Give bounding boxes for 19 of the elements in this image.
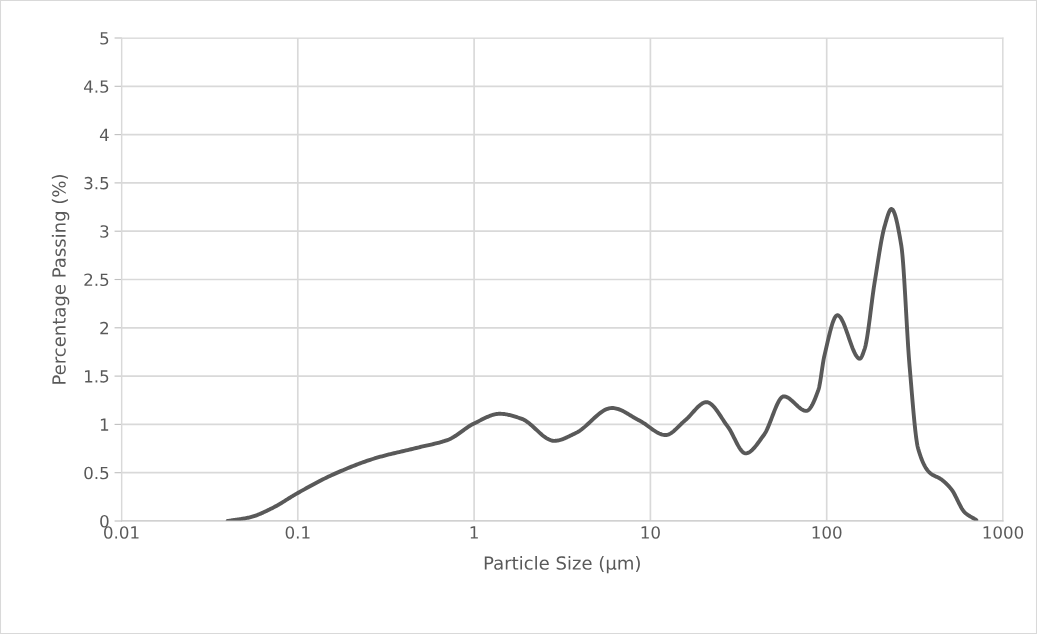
y-tick-label: 5	[100, 32, 109, 45]
y-tick-label: 1	[100, 418, 109, 431]
x-tick-label: 100	[812, 526, 842, 539]
y-tick-label: 3.5	[84, 176, 109, 190]
y-tick-label: 4	[99, 128, 109, 141]
y-tick-label: 4.5	[84, 80, 109, 93]
y-tick-label: 0.5	[84, 466, 109, 480]
x-tick-label: 1	[470, 526, 478, 539]
y-tick-label: 1.5	[85, 370, 109, 383]
x-tick-label: 10	[641, 526, 660, 539]
y-tick-label: 2	[100, 321, 109, 335]
y-tick-label: 3	[100, 225, 109, 238]
x-tick-label: 0.1	[285, 526, 310, 539]
x-axis-title: Particle Size (µm)	[484, 555, 640, 574]
y-tick-label: 0	[100, 514, 109, 528]
x-tick-label: 1000	[983, 526, 1024, 539]
y-axis-title: Percentage Passing (%)	[51, 174, 70, 384]
x-tick-label: 0.01	[104, 526, 139, 539]
y-tick-label: 2.5	[84, 273, 109, 287]
